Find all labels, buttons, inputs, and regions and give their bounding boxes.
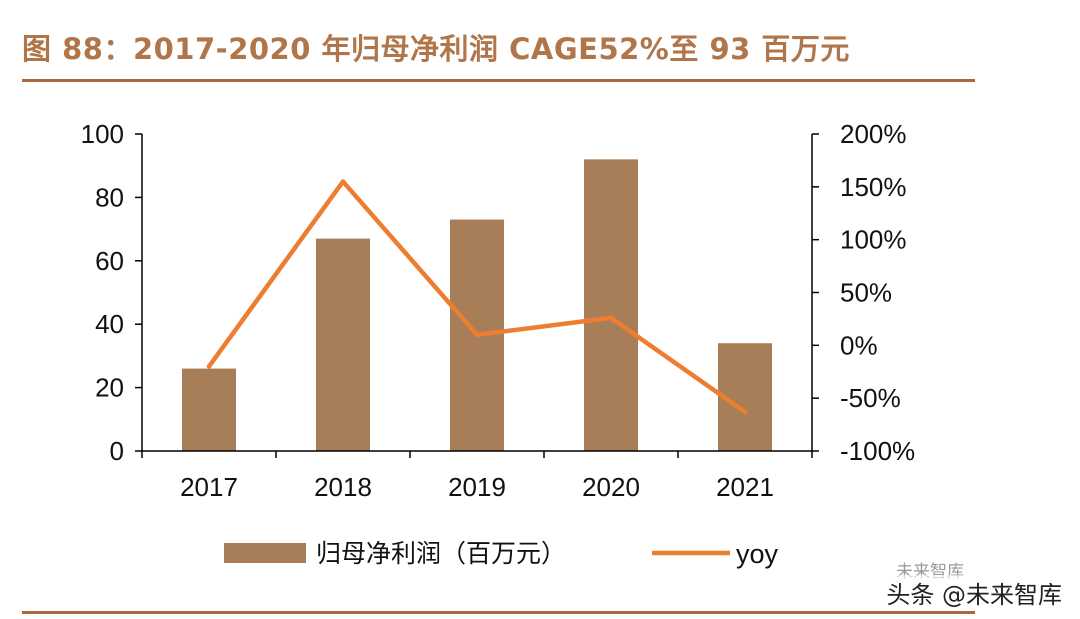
yoy-point-2018	[340, 179, 346, 184]
bar-2020	[584, 159, 638, 452]
y-tick-label-right: -50%	[840, 383, 901, 413]
y-tick-label-right: 150%	[840, 172, 907, 202]
y-tick-label-left: 20	[95, 373, 124, 403]
y-tick-label-right: 100%	[840, 225, 907, 255]
yoy-point-2020	[608, 315, 614, 321]
yoy-point-2019	[474, 332, 480, 337]
legend-label-line: yoy	[736, 539, 779, 569]
y-tick-label-right: 50%	[840, 278, 892, 308]
legend-label-bar: 归母净利润（百万元）	[316, 539, 566, 568]
y-tick-label-left: 60	[95, 246, 124, 276]
figure-title: 图 88：2017-2020 年归母净利润 CAGE52%至 93 百万元	[22, 32, 850, 66]
y-tick-label-right: 0%	[840, 330, 878, 360]
title-rule	[22, 79, 975, 82]
x-tick-label: 2018	[314, 472, 372, 502]
y-tick-label-left: 40	[95, 309, 124, 339]
y-tick-label-right: 200%	[840, 119, 907, 149]
bar-2017	[182, 368, 236, 451]
yoy-point-2021	[742, 409, 748, 415]
watermark: 头条 @未来智库	[884, 575, 1064, 610]
yoy-point-2017	[206, 364, 212, 369]
x-tick-label: 2019	[448, 472, 506, 502]
x-tick-label: 2020	[582, 472, 640, 502]
legend-swatch-bar	[224, 543, 306, 563]
y-tick-label-left: 80	[95, 182, 124, 212]
y-tick-label-right: -100%	[840, 436, 915, 466]
bar-2018	[316, 238, 370, 451]
bottom-rule	[22, 611, 975, 614]
y-tick-label-left: 100	[81, 119, 124, 149]
y-tick-label-left: 0	[110, 436, 124, 466]
x-tick-label: 2021	[716, 472, 774, 502]
x-tick-label: 2017	[180, 472, 238, 502]
